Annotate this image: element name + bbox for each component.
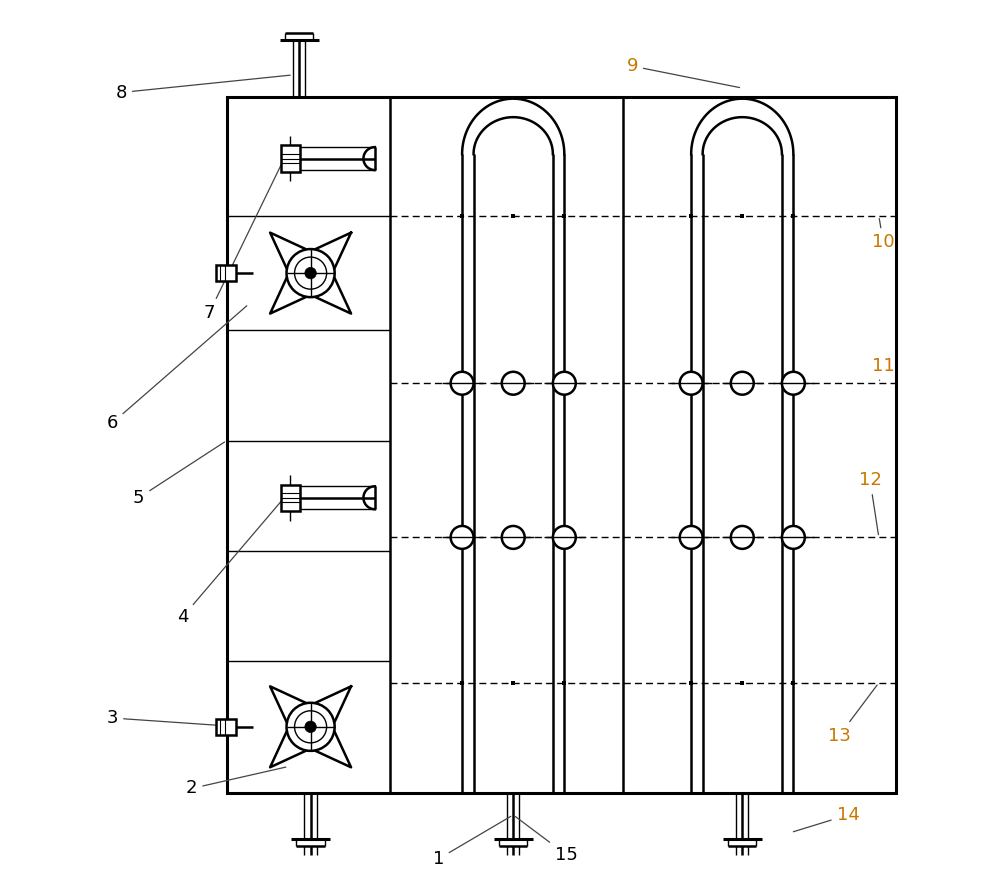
Text: 13: 13 xyxy=(828,685,877,744)
Circle shape xyxy=(553,526,576,549)
Polygon shape xyxy=(270,233,351,314)
Circle shape xyxy=(502,372,525,395)
Circle shape xyxy=(731,372,754,395)
Circle shape xyxy=(731,526,754,549)
Text: 4: 4 xyxy=(177,500,282,626)
Text: 3: 3 xyxy=(107,709,237,727)
Text: 10: 10 xyxy=(872,218,895,251)
Text: 9: 9 xyxy=(626,57,740,87)
Text: 8: 8 xyxy=(115,75,290,101)
Circle shape xyxy=(287,249,335,297)
Circle shape xyxy=(295,257,327,289)
Bar xyxy=(281,145,300,172)
Circle shape xyxy=(782,372,805,395)
Text: 15: 15 xyxy=(515,817,578,863)
Circle shape xyxy=(502,526,525,549)
Circle shape xyxy=(295,711,327,743)
Text: 11: 11 xyxy=(872,357,895,381)
Bar xyxy=(216,719,236,735)
Text: 7: 7 xyxy=(204,161,283,322)
Text: 1: 1 xyxy=(433,817,511,868)
Circle shape xyxy=(305,721,316,733)
Text: 6: 6 xyxy=(107,306,247,432)
Polygon shape xyxy=(270,686,351,767)
Text: 5: 5 xyxy=(133,442,225,507)
Bar xyxy=(281,485,300,511)
Circle shape xyxy=(451,372,474,395)
Circle shape xyxy=(451,526,474,549)
Circle shape xyxy=(287,703,335,751)
Text: 12: 12 xyxy=(859,471,881,535)
Circle shape xyxy=(680,372,703,395)
Bar xyxy=(227,97,896,793)
Text: 2: 2 xyxy=(186,767,286,797)
Text: 14: 14 xyxy=(793,806,859,832)
Circle shape xyxy=(782,526,805,549)
Bar xyxy=(216,265,236,281)
Circle shape xyxy=(305,268,316,278)
Circle shape xyxy=(553,372,576,395)
Circle shape xyxy=(680,526,703,549)
